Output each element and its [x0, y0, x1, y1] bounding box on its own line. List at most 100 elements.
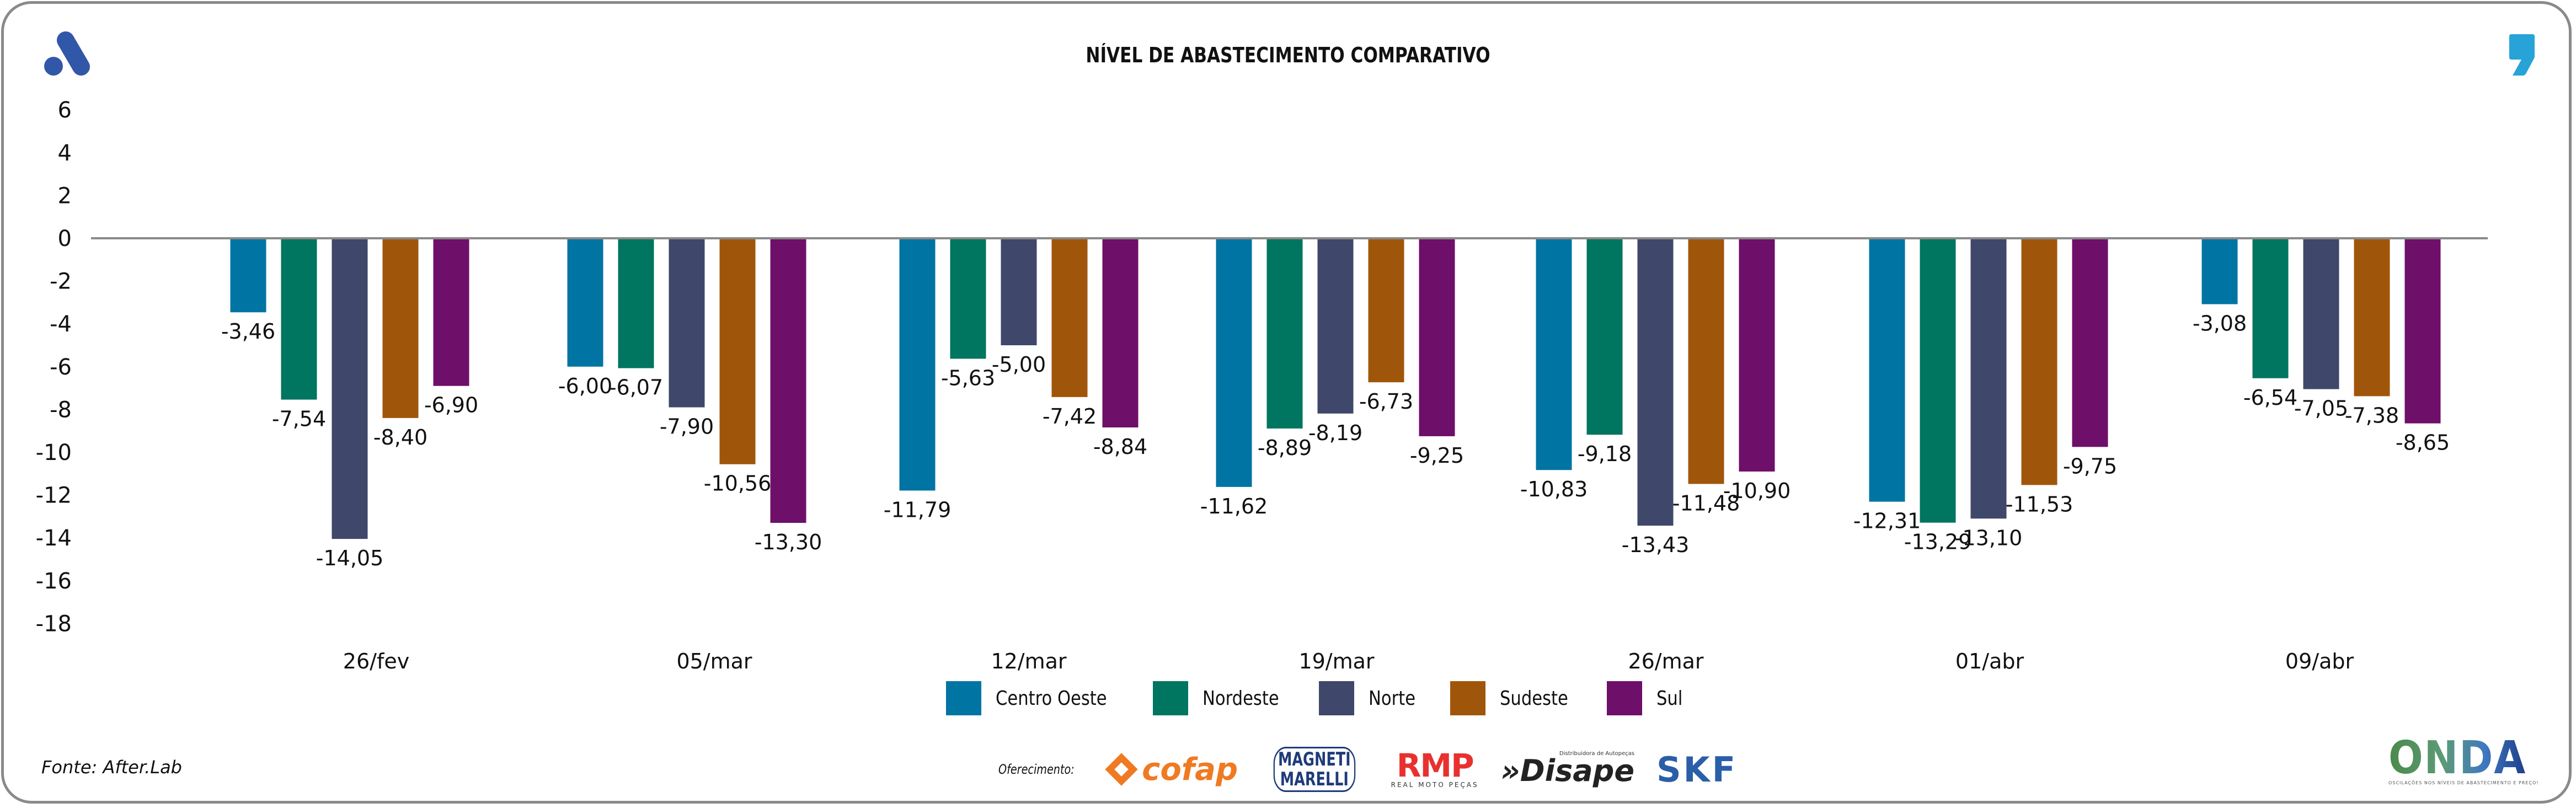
legend-label: Sudeste — [1500, 687, 1569, 710]
x-tick-label: 26/fev — [343, 649, 409, 673]
bars — [230, 238, 2441, 539]
data-label: -5,00 — [992, 352, 1046, 377]
legend-swatch — [1153, 681, 1189, 715]
rmp-tagline: REAL MOTO PEÇAS — [1391, 781, 1479, 789]
bar-sul — [770, 238, 806, 523]
y-tick-label: -2 — [50, 269, 72, 295]
legend-label: Norte — [1369, 687, 1416, 710]
skf-logo: SKF — [1656, 750, 1738, 790]
onda-logo: ONDA OSCILAÇÕES NOS NÍVEIS DE ABASTECIME… — [2388, 736, 2554, 786]
data-label: -8,84 — [1093, 435, 1147, 459]
bar-nordeste — [1586, 238, 1623, 435]
data-label: -9,18 — [1578, 442, 1632, 466]
bar-centro-oeste — [230, 238, 266, 313]
bar-sudeste — [382, 238, 419, 418]
bar-norte — [332, 238, 368, 539]
data-label: -12,31 — [1853, 509, 1921, 533]
legend-swatch — [1450, 681, 1486, 715]
data-label: -13,30 — [755, 530, 822, 554]
data-label: -8,19 — [1308, 421, 1362, 445]
bar-sul — [1102, 238, 1139, 427]
bar-sudeste — [1688, 238, 1724, 484]
data-label: -8,65 — [2396, 431, 2450, 455]
bar-nordeste — [950, 238, 986, 359]
disape-logo: Distribuidora de Autopeças »Disape — [1501, 751, 1634, 788]
data-label: -13,10 — [1955, 526, 2023, 550]
legend-label: Centro Oeste — [996, 687, 1107, 710]
bar-centro-oeste — [567, 238, 603, 367]
bar-nordeste — [1266, 238, 1303, 429]
bar-nordeste — [281, 238, 317, 400]
data-label: -11,48 — [1672, 491, 1740, 515]
bar-sudeste — [719, 238, 756, 464]
data-label: -7,90 — [660, 415, 714, 439]
bar-centro-oeste — [1869, 238, 1905, 502]
legend-swatch — [1319, 681, 1355, 715]
legend-label: Sul — [1656, 687, 1683, 710]
x-tick-label: 01/abr — [1955, 649, 2024, 673]
sponsor-label: Oferecimento: — [998, 762, 1075, 777]
comma-quote-logo-icon — [2509, 34, 2535, 76]
y-tick-label: 6 — [58, 98, 72, 123]
aftersales-a-logo-icon — [44, 31, 90, 76]
bar-norte — [2303, 238, 2339, 389]
cofap-wordmark: cofap — [1142, 751, 1238, 788]
onda-wordmark: ONDA — [2388, 732, 2527, 784]
sponsors-bar: Oferecimento: cofap MAGNETI MARELLI RMP … — [998, 745, 1760, 794]
data-label: -14,05 — [316, 546, 384, 570]
y-tick-label: -6 — [50, 355, 72, 380]
x-tick-label: 26/mar — [1628, 649, 1703, 673]
data-label: -6,07 — [609, 376, 663, 400]
legend-swatch — [946, 681, 981, 715]
rmp-logo: RMP REAL MOTO PEÇAS — [1391, 750, 1479, 789]
bar-sul — [433, 238, 469, 386]
data-label: -8,89 — [1258, 436, 1312, 460]
data-label: -11,62 — [1200, 494, 1268, 518]
data-label: -11,53 — [2006, 492, 2073, 516]
bar-norte — [1001, 238, 1037, 345]
bar-sul — [1419, 238, 1455, 436]
legend-item-nordeste: Nordeste — [1153, 681, 1292, 715]
y-tick-label: 0 — [58, 226, 72, 252]
data-label: -3,08 — [2193, 312, 2247, 336]
source-note: Fonte: After.Lab — [41, 757, 182, 778]
bar-norte — [1317, 238, 1354, 414]
x-tick-label: 09/abr — [2285, 649, 2354, 673]
x-axis: 26/fev 05/mar 12/mar 19/mar 26/mar 01/abr 09/a… — [343, 649, 2354, 673]
magneti-line1: MAGNETI — [1278, 748, 1351, 770]
data-label: -10,83 — [1520, 477, 1588, 501]
y-tick-label: -16 — [36, 569, 72, 594]
data-label: -9,75 — [2063, 454, 2117, 478]
data-label: -6,00 — [558, 374, 612, 398]
y-tick-label: -8 — [50, 397, 72, 422]
data-label: -10,56 — [704, 472, 772, 496]
legend-item-sudeste: Sudeste — [1450, 681, 1580, 715]
data-label: -6,90 — [424, 393, 478, 418]
bar-norte — [1637, 238, 1674, 526]
bar-sul — [2072, 238, 2108, 447]
legend: Centro Oeste Nordeste Norte Sudeste Sul — [946, 681, 1714, 716]
data-label: -13,29 — [1904, 530, 1972, 554]
bar-centro-oeste — [1536, 238, 1572, 470]
data-label: -7,54 — [272, 407, 326, 431]
bar-sudeste — [2021, 238, 2057, 485]
data-label: -7,42 — [1043, 404, 1097, 429]
bar-sudeste — [2354, 238, 2390, 397]
disape-tagline: Distribuidora de Autopeças — [1559, 751, 1634, 757]
bar-sul — [2404, 238, 2441, 424]
bar-sudeste — [1368, 238, 1404, 383]
data-label: -7,38 — [2345, 403, 2399, 427]
x-tick-label: 05/mar — [676, 649, 752, 673]
magneti-marelli-logo: MAGNETI MARELLI — [1273, 747, 1355, 792]
data-label: -6,73 — [1359, 389, 1413, 414]
data-label: -5,63 — [941, 366, 995, 390]
y-tick-label: -14 — [36, 526, 72, 551]
data-label: -3,46 — [221, 319, 275, 344]
disape-wordmark: »Disape — [1500, 753, 1634, 788]
rmp-wordmark: RMP — [1396, 747, 1474, 784]
y-tick-label: -10 — [36, 440, 72, 465]
cofap-mark-icon — [1105, 753, 1138, 786]
bar-centro-oeste — [1216, 238, 1252, 487]
bar-sudeste — [1051, 238, 1088, 397]
